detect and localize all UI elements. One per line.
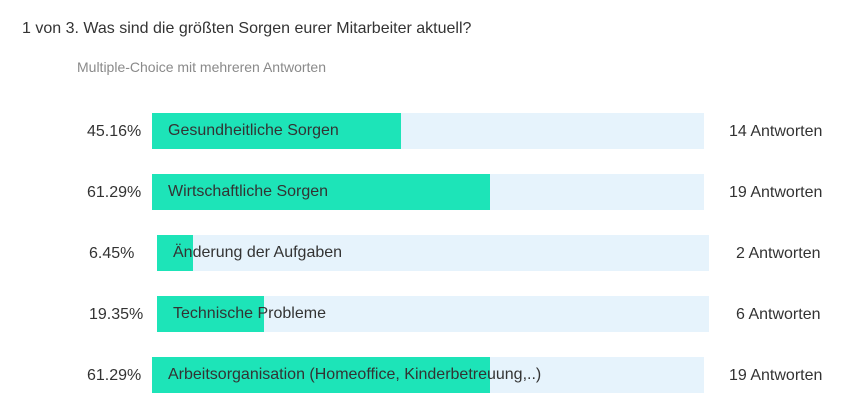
result-count: 19 Antworten xyxy=(729,367,823,384)
result-percent: 6.45% xyxy=(89,245,135,262)
result-row: 6.45% Änderung der Aufgaben 2 Antworten xyxy=(0,235,856,271)
result-bar-track: Technische Probleme xyxy=(157,296,709,332)
result-count: 19 Antworten xyxy=(729,184,823,201)
result-row: 61.29% Wirtschaftliche Sorgen 19 Antwort… xyxy=(0,174,856,210)
result-row: 45.16% Gesundheitliche Sorgen 14 Antwort… xyxy=(0,113,856,149)
result-bar-fill xyxy=(152,357,491,393)
result-label: Wirtschaftliche Sorgen xyxy=(168,183,329,200)
result-label: Arbeitsorganisation (Homeoffice, Kinderb… xyxy=(168,366,542,383)
result-row: 61.29% Arbeitsorganisation (Homeoffice, … xyxy=(0,357,856,393)
result-bar-track: Änderung der Aufgaben xyxy=(157,235,709,271)
result-row: 19.35% Technische Probleme 6 Antworten xyxy=(0,296,856,332)
result-percent: 45.16% xyxy=(87,123,142,140)
result-bar-fill xyxy=(157,296,264,332)
result-percent: 19.35% xyxy=(89,306,144,323)
result-label: Änderung der Aufgaben xyxy=(173,244,343,261)
result-count: 6 Antworten xyxy=(736,306,821,323)
result-count: 14 Antworten xyxy=(729,123,823,140)
result-bar-track: Gesundheitliche Sorgen xyxy=(152,113,704,149)
result-bar-track: Arbeitsorganisation (Homeoffice, Kinderb… xyxy=(152,357,704,393)
result-bar-track: Wirtschaftliche Sorgen xyxy=(152,174,704,210)
result-label: Technische Probleme xyxy=(173,305,326,322)
result-bar-fill xyxy=(152,113,402,149)
question-type-subtitle: Multiple-Choice mit mehreren Antworten xyxy=(77,59,326,75)
result-label: Gesundheitliche Sorgen xyxy=(168,122,339,139)
question-title: 1 von 3. Was sind die größten Sorgen eur… xyxy=(22,20,472,37)
result-count: 2 Antworten xyxy=(736,245,821,262)
result-bar-fill xyxy=(157,235,193,271)
result-percent: 61.29% xyxy=(87,184,142,201)
result-bar-fill xyxy=(152,174,491,210)
result-percent: 61.29% xyxy=(87,367,142,384)
